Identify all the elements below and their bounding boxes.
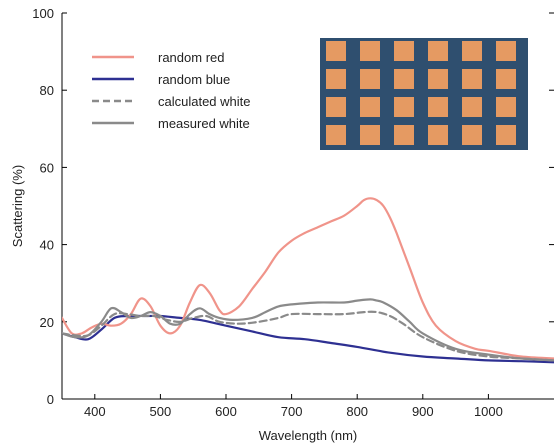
inset-square bbox=[428, 69, 448, 89]
series-layer bbox=[62, 197, 554, 364]
inset-square bbox=[326, 125, 346, 145]
inset-square bbox=[462, 69, 482, 89]
y-axis-title: Scattering (%) bbox=[10, 165, 25, 247]
x-tick-label: 900 bbox=[412, 404, 434, 419]
ticks: 400 500 600 700 800 900 1000 0 20 40 60 80 100 bbox=[32, 6, 554, 419]
legend-label: random red bbox=[158, 50, 224, 65]
series-line-measured-white bbox=[62, 298, 554, 362]
inset-square bbox=[496, 125, 516, 145]
x-tick-label: 600 bbox=[215, 404, 237, 419]
inset-square bbox=[360, 97, 380, 117]
legend-label: random blue bbox=[158, 72, 230, 87]
inset-square bbox=[394, 69, 414, 89]
y-tick-label: 0 bbox=[47, 392, 54, 407]
x-tick-label: 1000 bbox=[474, 404, 503, 419]
inset-square bbox=[326, 97, 346, 117]
y-tick-label: 20 bbox=[40, 315, 54, 330]
inset-square bbox=[360, 69, 380, 89]
series-line-random-blue bbox=[62, 314, 554, 364]
x-axis-title: Wavelength (nm) bbox=[259, 428, 358, 443]
inset-square bbox=[462, 41, 482, 61]
inset-square bbox=[326, 41, 346, 61]
inset-square bbox=[428, 41, 448, 61]
legend-label: calculated white bbox=[158, 94, 251, 109]
inset-square bbox=[326, 69, 346, 89]
y-tick-label: 60 bbox=[40, 160, 54, 175]
inset-square bbox=[394, 125, 414, 145]
inset-square bbox=[360, 41, 380, 61]
legend: random red random blue calculated white mea… bbox=[92, 50, 251, 131]
x-tick-label: 500 bbox=[150, 404, 172, 419]
inset-square bbox=[496, 41, 516, 61]
y-tick-label: 40 bbox=[40, 238, 54, 253]
inset-square bbox=[428, 97, 448, 117]
x-tick-label: 400 bbox=[84, 404, 106, 419]
series-line-random-red bbox=[62, 197, 554, 360]
x-tick-label: 700 bbox=[281, 404, 303, 419]
inset-square bbox=[394, 41, 414, 61]
inset-square bbox=[394, 97, 414, 117]
axes-frame bbox=[61, 13, 554, 400]
x-tick-label: 800 bbox=[346, 404, 368, 419]
inset-square bbox=[428, 125, 448, 145]
inset-square bbox=[496, 69, 516, 89]
y-tick-label: 100 bbox=[32, 6, 54, 21]
inset-square bbox=[462, 97, 482, 117]
inset-microscope-image bbox=[320, 38, 528, 150]
inset-square bbox=[462, 125, 482, 145]
y-tick-label: 80 bbox=[40, 83, 54, 98]
inset-square bbox=[496, 97, 516, 117]
inset-square bbox=[360, 125, 380, 145]
legend-label: measured white bbox=[158, 116, 250, 131]
